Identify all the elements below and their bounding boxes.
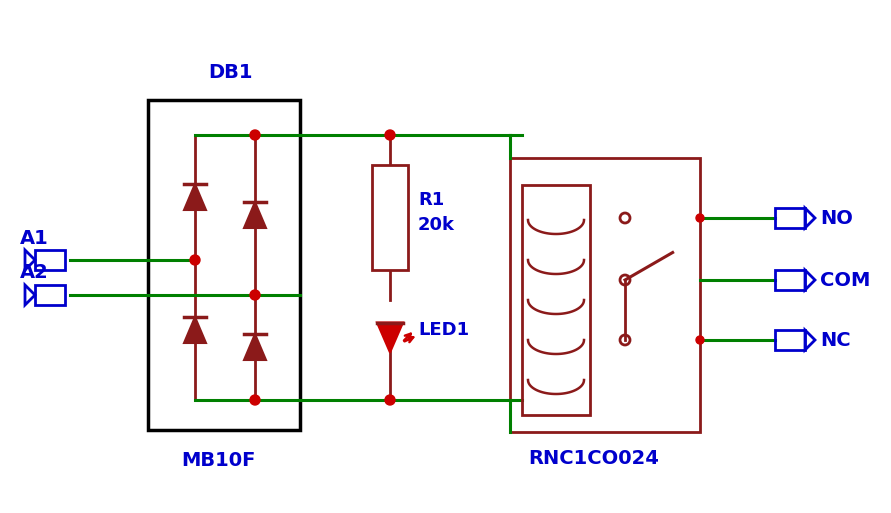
Polygon shape	[184, 184, 206, 210]
Text: DB1: DB1	[208, 63, 252, 82]
Text: NO: NO	[820, 208, 853, 227]
Circle shape	[385, 395, 395, 405]
Circle shape	[385, 130, 395, 140]
Circle shape	[696, 336, 704, 344]
Circle shape	[696, 214, 704, 222]
Circle shape	[190, 255, 200, 265]
Polygon shape	[244, 202, 266, 228]
Bar	[775, 330, 805, 350]
Text: NC: NC	[820, 330, 851, 349]
Text: A1: A1	[20, 228, 49, 247]
Polygon shape	[244, 334, 266, 360]
Circle shape	[250, 130, 260, 140]
Circle shape	[250, 290, 260, 300]
Text: R1: R1	[418, 191, 445, 209]
Bar	[775, 270, 805, 290]
Bar	[510, 158, 700, 432]
Bar	[372, 165, 408, 270]
Circle shape	[250, 395, 260, 405]
Bar	[35, 250, 65, 270]
Text: 20k: 20k	[418, 216, 455, 234]
Bar	[522, 185, 590, 415]
Text: MB10F: MB10F	[181, 450, 255, 469]
Text: COM: COM	[820, 270, 871, 289]
Bar	[775, 208, 805, 228]
Polygon shape	[377, 323, 403, 352]
Text: RNC1CO024: RNC1CO024	[528, 448, 658, 467]
Text: LED1: LED1	[418, 321, 470, 339]
Polygon shape	[184, 317, 206, 343]
Text: A2: A2	[20, 264, 49, 283]
Bar	[35, 285, 65, 305]
